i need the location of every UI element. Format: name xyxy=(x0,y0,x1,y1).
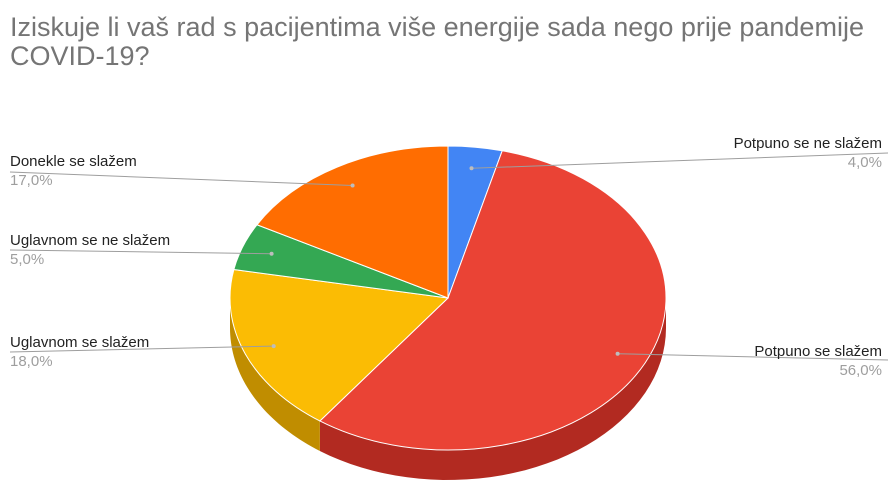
pie-slice-uglavnom-da xyxy=(229,268,450,422)
leader-line-potpuno-da xyxy=(617,353,888,361)
leader-line-donekle xyxy=(9,171,353,186)
leader-dot-potpuno-ne xyxy=(469,166,474,171)
leader-line-potpuno-ne xyxy=(471,152,888,169)
slice-label-uglavnom-ne: Uglavnom se ne slažem 5,0% xyxy=(10,232,171,268)
pie-side-uglavnom-da xyxy=(230,298,320,451)
chart-title: Iziskuje li vaš rad s pacijentima više e… xyxy=(10,12,864,71)
slice-label-uglavnom-da: Uglavnom se slažem 18,0% xyxy=(10,334,150,370)
leader-dot-uglavnom-da xyxy=(271,344,276,349)
leader-dot-uglavnom-ne xyxy=(269,251,274,256)
slice-label-potpuno-ne: Potpuno se ne slažem 4,0% xyxy=(733,135,882,171)
slice-label-donekle: Donekle se slažem 17,0% xyxy=(10,153,137,189)
pie-slice-potpuno-da xyxy=(319,150,667,451)
leader-dot-potpuno-da xyxy=(615,351,620,356)
pie-side-potpuno-da xyxy=(319,298,666,480)
slice-label-potpuno-da: Potpuno se slažem 56,0% xyxy=(754,343,882,379)
leader-line-uglavnom-ne xyxy=(9,249,272,255)
leader-line-uglavnom-da xyxy=(9,345,274,353)
leader-dot-donekle xyxy=(350,183,355,188)
